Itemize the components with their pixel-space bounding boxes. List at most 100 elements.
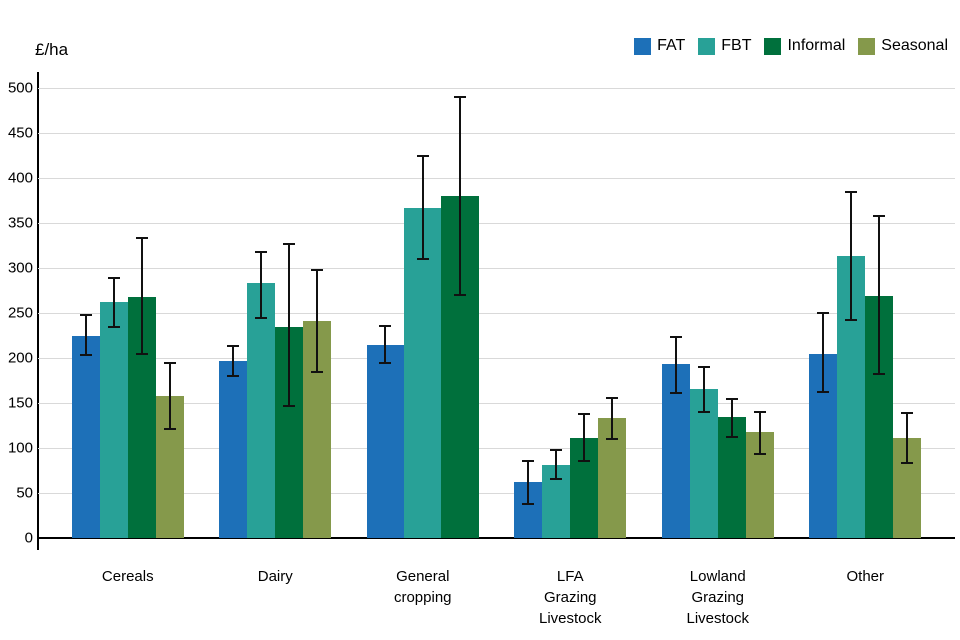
error-bar-cap	[725, 436, 738, 439]
x-category-label-line: cropping	[393, 589, 452, 606]
gridline	[38, 403, 955, 404]
y-tick-label: 400	[7, 169, 33, 187]
error-bar-cap	[379, 362, 392, 365]
y-tick-label: 200	[7, 349, 33, 367]
gridline	[38, 313, 955, 314]
gridline	[38, 223, 955, 224]
error-bar-cap	[817, 391, 830, 394]
error-bar	[112, 277, 115, 328]
error-bar-cap	[163, 428, 176, 431]
legend-label: FBT	[721, 37, 752, 54]
error-bar-cap	[311, 371, 324, 374]
error-bar-cap	[135, 237, 148, 240]
error-bar-cap	[753, 453, 766, 456]
legend-swatch-icon	[698, 37, 716, 55]
legend-label: Informal	[787, 37, 846, 54]
error-bar-cap	[873, 214, 886, 217]
gridline	[38, 133, 955, 134]
y-tick-label: 500	[7, 79, 33, 97]
error-bar-cap	[255, 250, 268, 253]
legend-item-seasonal: Seasonal	[858, 37, 948, 55]
legend-item-fat: FAT	[634, 37, 685, 55]
error-bar	[527, 460, 530, 504]
bar-fat	[71, 335, 100, 538]
legend-item-fbt: FBT	[698, 37, 751, 55]
gridline	[38, 178, 955, 179]
error-bar-cap	[669, 392, 682, 395]
error-bar	[421, 155, 424, 259]
error-bar-cap	[873, 373, 886, 376]
error-bar-cap	[550, 477, 563, 480]
y-tick-label: 250	[7, 304, 33, 322]
error-bar-cap	[522, 459, 535, 462]
y-tick-label: 50	[16, 484, 33, 502]
x-axis-line	[38, 537, 955, 539]
error-bar-cap	[107, 276, 120, 279]
error-bar-cap	[454, 96, 467, 98]
error-bar-cap	[901, 462, 914, 465]
error-bar-cap	[845, 319, 858, 322]
bar-fbt	[247, 283, 276, 538]
y-axis-line	[37, 72, 39, 550]
bar-fat	[219, 360, 248, 538]
y-tick-label: 0	[24, 529, 33, 547]
legend-label: Seasonal	[881, 37, 948, 54]
x-category-label-line: Livestock	[538, 610, 602, 627]
legend-swatch-icon	[858, 37, 876, 55]
error-bar-cap	[283, 404, 296, 407]
error-bar-cap	[725, 397, 738, 400]
y-tick-label: 300	[7, 259, 33, 277]
error-bar-cap	[163, 361, 176, 364]
x-category-label: LFA Grazing Livestock	[495, 566, 645, 629]
error-bar	[702, 367, 705, 412]
error-bar-cap	[817, 312, 830, 314]
error-bar-cap	[578, 412, 591, 415]
error-bar-cap	[135, 353, 148, 356]
y-tick-label: 150	[7, 394, 33, 412]
error-bar-cap	[79, 313, 92, 316]
error-bar-cap	[79, 354, 92, 357]
error-bar	[611, 397, 614, 439]
gridline	[38, 448, 955, 449]
error-bar-cap	[578, 459, 591, 462]
bar-fat	[366, 344, 405, 538]
legend-item-informal: Informal	[764, 37, 845, 55]
error-bar-cap	[227, 375, 240, 377]
error-bar-cap	[606, 396, 619, 399]
error-bar-cap	[227, 345, 240, 348]
error-bar	[288, 243, 291, 406]
error-bar-cap	[697, 411, 710, 413]
gridline	[38, 268, 955, 269]
x-category-label-line: Cereals	[101, 568, 154, 585]
error-bar-cap	[454, 294, 467, 296]
y-axis-title: £/ha	[35, 40, 69, 59]
error-bar-cap	[669, 336, 682, 339]
error-bar	[168, 362, 171, 430]
x-category-label: Cereals	[53, 566, 203, 587]
y-tick-label: 450	[7, 124, 33, 142]
error-bar	[555, 449, 558, 479]
error-bar	[850, 192, 853, 321]
error-bar	[906, 412, 909, 464]
error-bar-cap	[107, 326, 120, 329]
gridline	[38, 88, 955, 89]
x-category-label-line: Grazing	[691, 589, 745, 606]
error-bar-cap	[283, 242, 296, 245]
plot-area	[38, 88, 955, 539]
legend: FAT FBT Informal Seasonal	[634, 37, 948, 55]
x-category-label-line: Other	[846, 568, 884, 585]
error-bar-cap	[379, 324, 392, 327]
legend-label: FAT	[657, 37, 686, 54]
x-category-label: Lowland Grazing Livestock	[643, 566, 793, 629]
y-tick-label: 100	[7, 439, 33, 457]
error-bar	[674, 337, 677, 394]
gridline	[38, 358, 955, 359]
error-bar	[583, 413, 586, 461]
error-bar-cap	[606, 438, 619, 440]
x-category-label-line: Lowland	[689, 568, 746, 585]
y-tick-label: 350	[7, 214, 33, 232]
bar-fbt	[99, 302, 128, 538]
error-bar	[459, 97, 462, 295]
error-bar	[316, 269, 319, 373]
